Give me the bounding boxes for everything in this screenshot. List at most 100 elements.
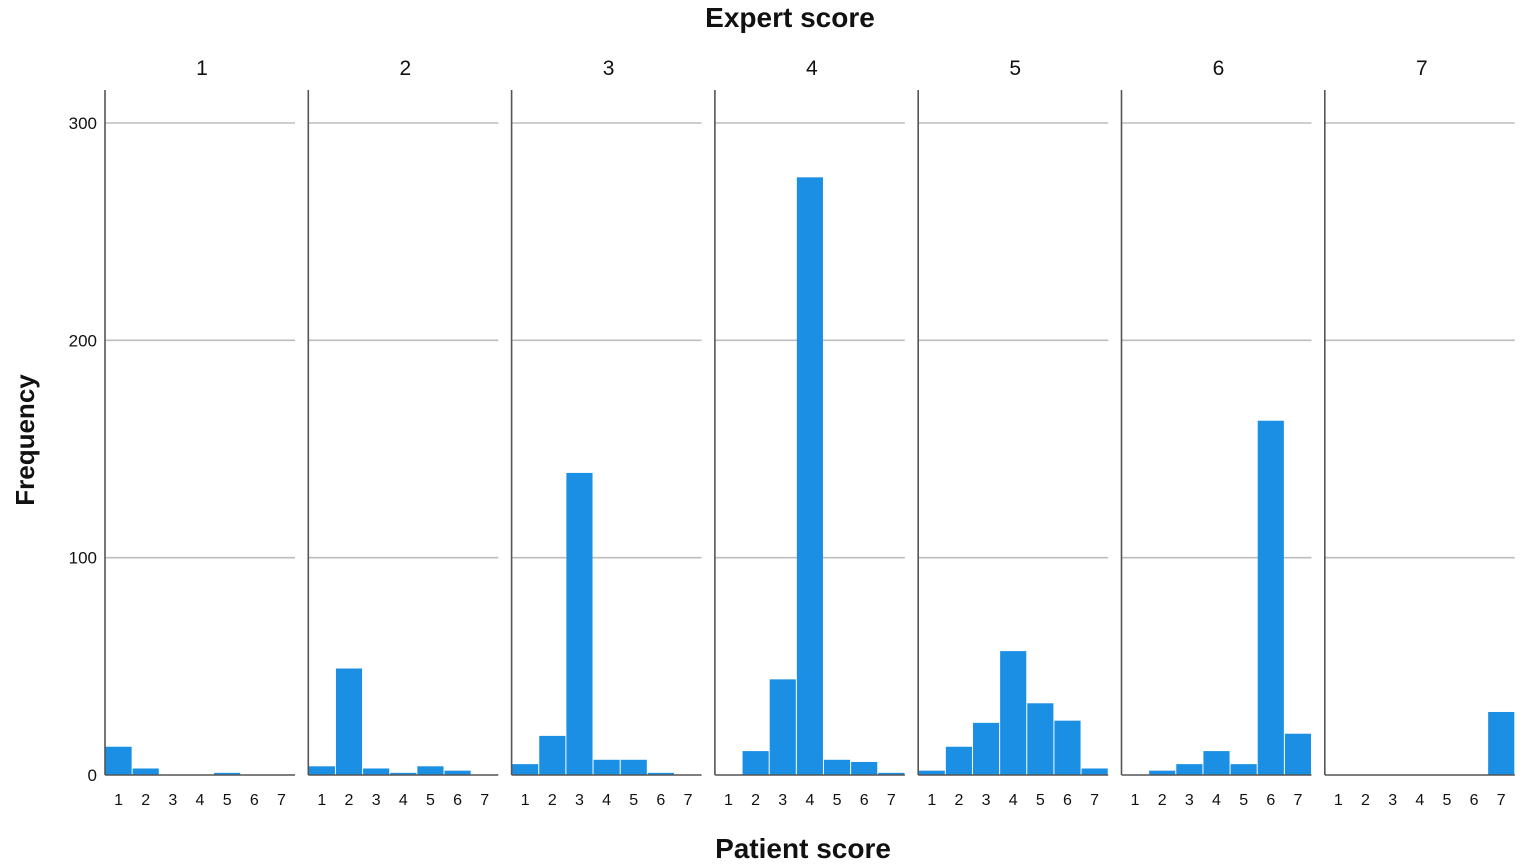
bar: [918, 770, 945, 775]
x-tick-label: 1: [317, 792, 326, 809]
x-tick-label: 2: [141, 792, 150, 809]
bar: [769, 679, 796, 775]
x-tick-label: 5: [1442, 792, 1451, 809]
panel-4: 4 1 2 3 4 5 6 7: [714, 57, 905, 809]
panel-label: 1: [196, 57, 208, 80]
bar: [647, 772, 674, 775]
panel-label: 6: [1213, 57, 1225, 80]
x-tick-label: 1: [521, 792, 530, 809]
bar: [1203, 751, 1230, 775]
panel-2: 2 1 2 3 4 5 6 7: [307, 57, 499, 809]
bar: [1054, 720, 1081, 775]
x-tick-label: 1: [114, 792, 123, 809]
bar: [1284, 733, 1311, 775]
y-tick-label: 0: [88, 766, 97, 785]
x-tick-label: 2: [751, 792, 760, 809]
x-tick-label: 4: [1009, 792, 1018, 809]
x-tick-label: 7: [1293, 792, 1302, 809]
bar: [539, 735, 566, 775]
panel-1: 1 1 2 3 4 5 6 7: [104, 57, 295, 809]
x-tick-label: 2: [548, 792, 557, 809]
x-tick-label: 4: [399, 792, 408, 809]
chart-title: Expert score: [705, 2, 875, 33]
bar: [1027, 703, 1054, 775]
bar: [132, 768, 159, 775]
x-tick-label: 3: [168, 792, 177, 809]
bar: [417, 766, 444, 775]
x-tick-label: 5: [833, 792, 842, 809]
x-tick-label: 5: [1036, 792, 1045, 809]
bar: [1176, 764, 1203, 775]
x-tick-label: 6: [1063, 792, 1072, 809]
x-tick-label: 1: [1131, 792, 1140, 809]
bar: [512, 764, 539, 775]
bar: [593, 759, 620, 775]
x-tick-label: 6: [250, 792, 259, 809]
x-tick-label: 5: [426, 792, 435, 809]
bar: [214, 772, 241, 775]
bar: [620, 759, 647, 775]
x-tick-label: 2: [1361, 792, 1370, 809]
x-tick-label: 6: [1266, 792, 1275, 809]
x-tick-label: 4: [1212, 792, 1221, 809]
y-tick-label: 200: [69, 331, 97, 350]
x-tick-label: 3: [575, 792, 584, 809]
y-axis-label: Frequency: [10, 374, 40, 506]
panel-label: 7: [1416, 57, 1428, 80]
x-tick-label: 6: [860, 792, 869, 809]
bar: [1000, 651, 1027, 775]
bar: [444, 770, 471, 775]
x-tick-label: 1: [1334, 792, 1343, 809]
bar: [945, 746, 972, 775]
bar: [1488, 711, 1515, 775]
x-tick-label: 1: [927, 792, 936, 809]
bar: [335, 668, 363, 775]
x-tick-label: 2: [345, 792, 354, 809]
x-tick-label: 3: [1388, 792, 1397, 809]
x-tick-label: 7: [1090, 792, 1099, 809]
x-tick-label: 4: [1415, 792, 1424, 809]
x-tick-label: 4: [602, 792, 611, 809]
x-tick-label: 2: [954, 792, 963, 809]
x-tick-label: 6: [656, 792, 665, 809]
x-tick-label: 7: [1497, 792, 1506, 809]
bar: [363, 768, 390, 775]
bar: [742, 751, 769, 775]
x-tick-label: 4: [805, 792, 814, 809]
y-tick-label: 300: [69, 114, 97, 133]
x-axis-label: Patient score: [715, 833, 891, 864]
x-tick-label: 3: [778, 792, 787, 809]
bar: [308, 766, 335, 775]
x-tick-label: 7: [684, 792, 693, 809]
bar: [823, 759, 851, 775]
bar: [1149, 770, 1176, 775]
x-tick-label: 3: [372, 792, 381, 809]
panel-3: 3 1 2 3 4 5 6 7: [510, 57, 702, 809]
x-tick-label: 3: [982, 792, 991, 809]
x-tick-label: 4: [196, 792, 205, 809]
panel-label: 4: [806, 57, 818, 80]
bar: [1081, 768, 1108, 775]
x-tick-label: 5: [223, 792, 232, 809]
x-tick-label: 3: [1185, 792, 1194, 809]
x-tick-label: 1: [724, 792, 733, 809]
x-tick-label: 6: [453, 792, 462, 809]
bar: [796, 177, 823, 776]
panel-label: 5: [1009, 57, 1021, 80]
panel-label: 3: [603, 57, 615, 80]
bar: [1230, 764, 1257, 775]
x-tick-label: 5: [629, 792, 638, 809]
x-tick-label: 7: [277, 792, 286, 809]
x-tick-label: 7: [480, 792, 489, 809]
x-tick-label: 6: [1470, 792, 1479, 809]
y-tick-label: 100: [69, 549, 97, 568]
panel-6: 6 1 2 3 4 5 6 7: [1120, 57, 1312, 809]
x-tick-label: 5: [1239, 792, 1248, 809]
bar: [105, 746, 132, 775]
bar: [878, 772, 905, 775]
bar: [1257, 420, 1284, 775]
bar: [566, 472, 593, 775]
bar: [972, 722, 1000, 775]
